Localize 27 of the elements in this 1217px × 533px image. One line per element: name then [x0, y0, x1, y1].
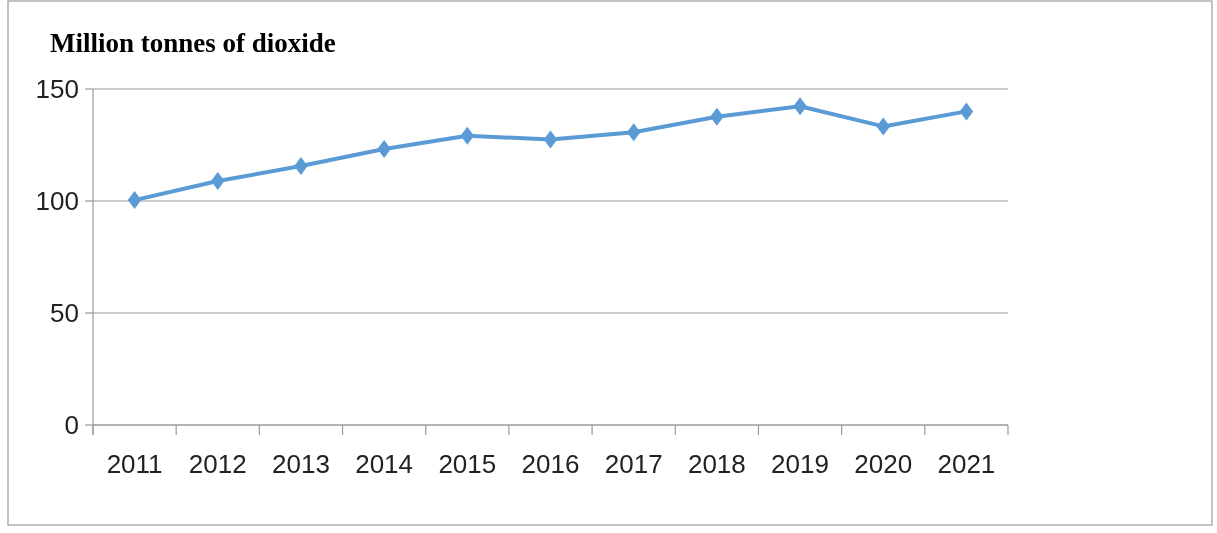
- point: [626, 123, 641, 142]
- y-tick-label: 0: [64, 410, 79, 441]
- x-tick-label: 2013: [272, 449, 330, 479]
- point: [127, 191, 142, 210]
- y-tick-label: 150: [35, 74, 79, 105]
- point: [211, 172, 225, 191]
- x-tick-label: 2017: [604, 449, 663, 479]
- x-tick-label: 2018: [687, 449, 746, 479]
- x-tick-label: 2015: [438, 449, 497, 479]
- point: [460, 126, 475, 145]
- y-tick-label: 100: [35, 186, 79, 217]
- x-tick-label: 2021: [937, 449, 996, 479]
- x-tick-label: 2011: [106, 449, 163, 479]
- point: [876, 117, 890, 136]
- chart-title: Million tonnes of dioxide: [50, 28, 336, 58]
- point: [710, 107, 724, 126]
- x-tick-label: 2016: [521, 449, 580, 479]
- point: [543, 130, 558, 149]
- point: [377, 140, 391, 159]
- point: [294, 157, 308, 176]
- y-tick-label: 50: [50, 298, 79, 329]
- point: [959, 102, 974, 121]
- x-tick-label: 2019: [771, 449, 829, 479]
- x-tick-label: 2014: [355, 449, 414, 479]
- x-tick-label: 2012: [188, 449, 247, 479]
- x-tick-label: 2020: [854, 449, 913, 479]
- point: [793, 97, 807, 116]
